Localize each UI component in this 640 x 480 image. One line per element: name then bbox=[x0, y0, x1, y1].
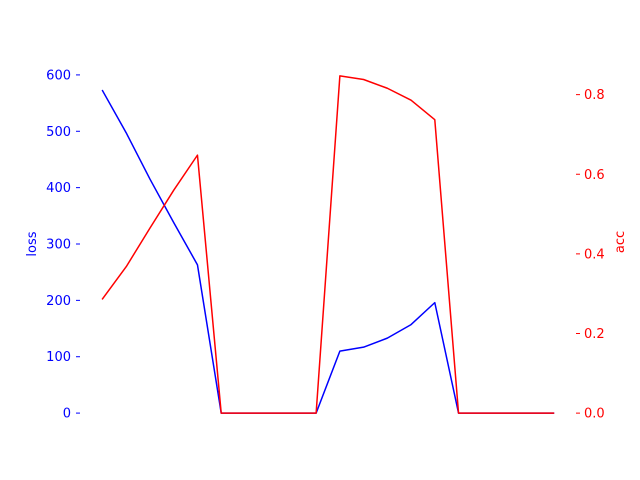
right-axis-tick-label: 0.2 bbox=[584, 327, 605, 342]
right-axis-tick-label: 0.6 bbox=[584, 168, 605, 183]
left-axis-tick-label: 300 bbox=[46, 238, 71, 253]
right-y-axis: 0.0 0.2 0.4 0.6 0.8 bbox=[576, 88, 605, 422]
left-y-axis: 0 100 200 300 400 500 600 bbox=[46, 68, 80, 422]
plot-lines bbox=[101, 75, 555, 414]
right-axis-tick-label: 0.4 bbox=[584, 247, 605, 262]
left-axis-tick-label: 600 bbox=[46, 68, 71, 83]
left-axis-tick-label: 100 bbox=[46, 350, 71, 365]
right-axis-tick-label: 0.0 bbox=[584, 407, 605, 422]
left-axis-tick-label: 400 bbox=[46, 181, 71, 196]
left-axis-tick-label: 0 bbox=[63, 407, 71, 422]
right-axis-tick-label: 0.8 bbox=[584, 88, 605, 103]
acc-series-line bbox=[101, 75, 555, 414]
left-axis-tick-label: 500 bbox=[46, 125, 71, 140]
left-axis-label: loss bbox=[25, 231, 40, 256]
right-axis-label: acc bbox=[613, 231, 628, 253]
left-axis-tick-label: 200 bbox=[46, 294, 71, 309]
